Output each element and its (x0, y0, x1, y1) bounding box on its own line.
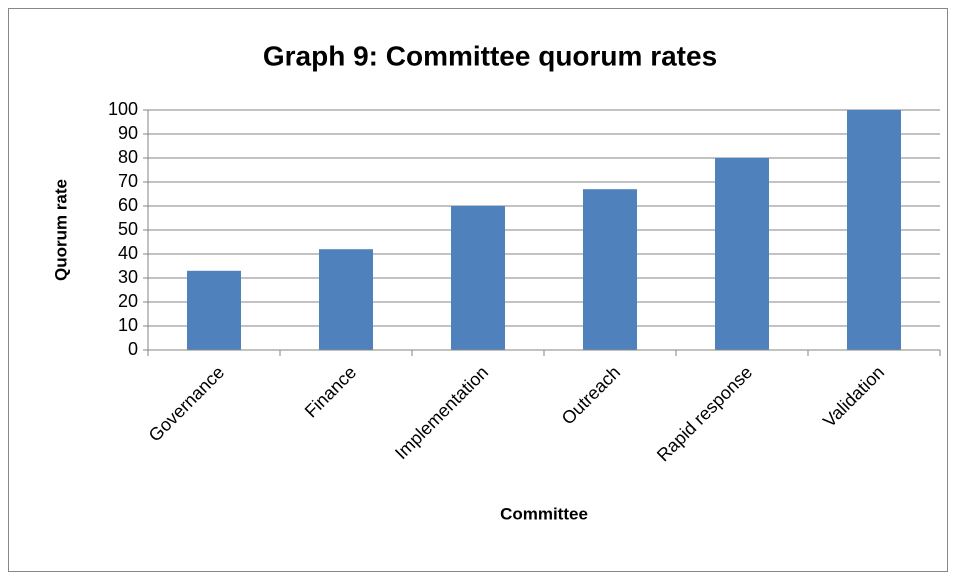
y-tick-label: 20 (118, 291, 138, 311)
y-tick-label: 50 (118, 219, 138, 239)
chart-title: Graph 9: Committee quorum rates (263, 40, 717, 71)
y-axis-title: Quorum rate (51, 179, 70, 281)
y-tick-label: 80 (118, 147, 138, 167)
y-tick-label: 70 (118, 171, 138, 191)
x-axis-title: Committee (500, 504, 588, 523)
y-tick-label: 100 (108, 99, 138, 119)
bar (451, 206, 505, 350)
y-tick-label: 30 (118, 267, 138, 287)
bar (847, 110, 901, 350)
y-tick-label: 90 (118, 123, 138, 143)
y-tick-label: 60 (118, 195, 138, 215)
y-tick-label: 10 (118, 315, 138, 335)
bar (715, 158, 769, 350)
y-tick-label: 0 (128, 339, 138, 359)
bar (187, 270, 241, 350)
y-tick-label: 40 (118, 243, 138, 263)
bar (319, 249, 373, 350)
bar (583, 189, 637, 350)
